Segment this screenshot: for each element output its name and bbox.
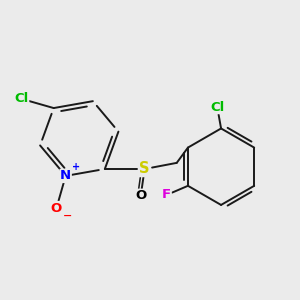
Text: Cl: Cl	[14, 92, 29, 105]
Text: F: F	[162, 188, 171, 202]
Text: +: +	[71, 162, 80, 172]
Text: N: N	[60, 169, 71, 182]
Text: O: O	[135, 189, 146, 202]
Text: S: S	[139, 161, 150, 176]
Text: Cl: Cl	[210, 100, 224, 113]
Text: −: −	[62, 211, 72, 221]
Text: O: O	[51, 202, 62, 214]
